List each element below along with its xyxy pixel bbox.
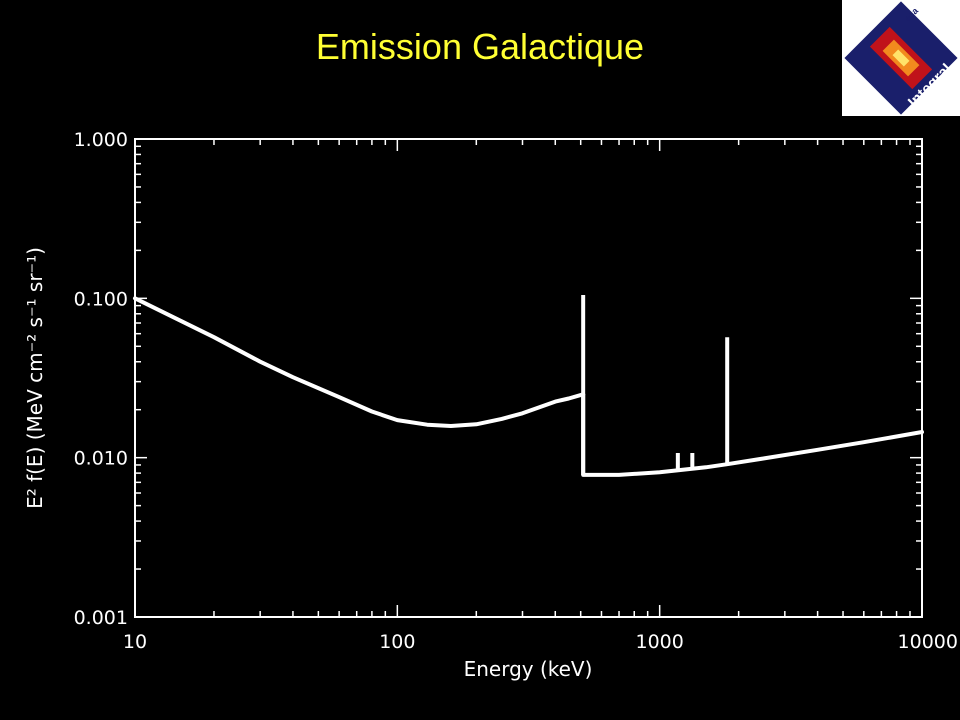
axes: 10 100 1000 10000 0.001 0.010 0.100 1.000: [74, 129, 958, 653]
y-tick-label: 1.000: [74, 129, 128, 151]
x-tick-label: 1000: [635, 631, 683, 653]
y-tick-label: 0.001: [74, 607, 128, 629]
integral-logo: esa Integral: [842, 0, 960, 116]
x-axis-label: Energy (keV): [464, 657, 593, 681]
x-tick-label: 10000: [898, 631, 958, 653]
y-axis-label: E² f(E) (MeV cm⁻² s⁻¹ sr⁻¹): [23, 247, 47, 509]
chart-title: Emission Galactique: [315, 26, 645, 67]
spectrum-continuum-line: [133, 296, 586, 428]
y-tick-label: 0.010: [74, 448, 128, 470]
data-layer: [133, 294, 924, 477]
integral-logo-graphic: esa Integral: [844, 1, 958, 115]
x-tick-label: 100: [379, 631, 415, 653]
y-tick-label: 0.100: [74, 288, 128, 310]
spectrum-continuum-line: [581, 430, 924, 477]
x-tick-label: 10: [123, 631, 147, 653]
plot-frame: [134, 138, 923, 618]
